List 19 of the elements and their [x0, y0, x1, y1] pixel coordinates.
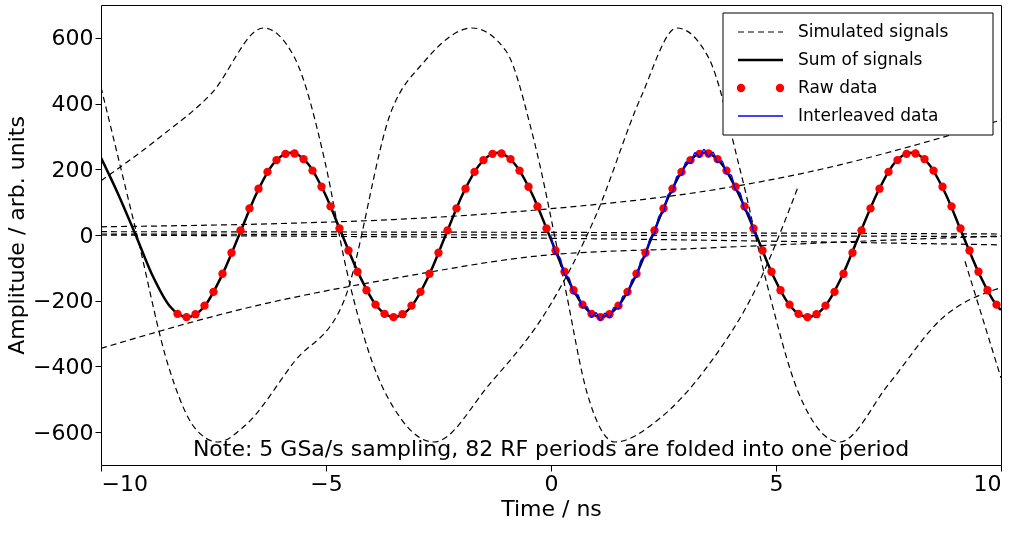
- y-tick-label: −400: [33, 353, 94, 379]
- x-tick-label: 10: [973, 470, 1002, 496]
- y-tick-label: 400: [51, 91, 94, 117]
- annotation: Note: 5 GSa/s sampling, 82 RF periods are folded into one period: [192, 436, 910, 461]
- y-tick-label: −200: [33, 288, 94, 314]
- legend-label: Raw data: [798, 77, 878, 97]
- x-tick-label: 5: [769, 470, 784, 496]
- y-tick-label: 0: [79, 222, 94, 248]
- y-axis-title: Amplitude / arb. units: [4, 116, 30, 355]
- x-tick-label: −5: [310, 470, 343, 496]
- x-axis-title: Time / ns: [500, 495, 602, 521]
- legend-label: Interleaved data: [798, 105, 939, 125]
- y-tick-label: 200: [51, 156, 94, 182]
- x-tick-label: −10: [101, 470, 148, 496]
- legend-label: Sum of signals: [798, 49, 923, 69]
- x-tick-label: 0: [544, 470, 559, 496]
- legend-label: Simulated signals: [798, 21, 949, 41]
- y-tick-label: −600: [33, 419, 94, 445]
- y-tick-label: 600: [51, 25, 94, 51]
